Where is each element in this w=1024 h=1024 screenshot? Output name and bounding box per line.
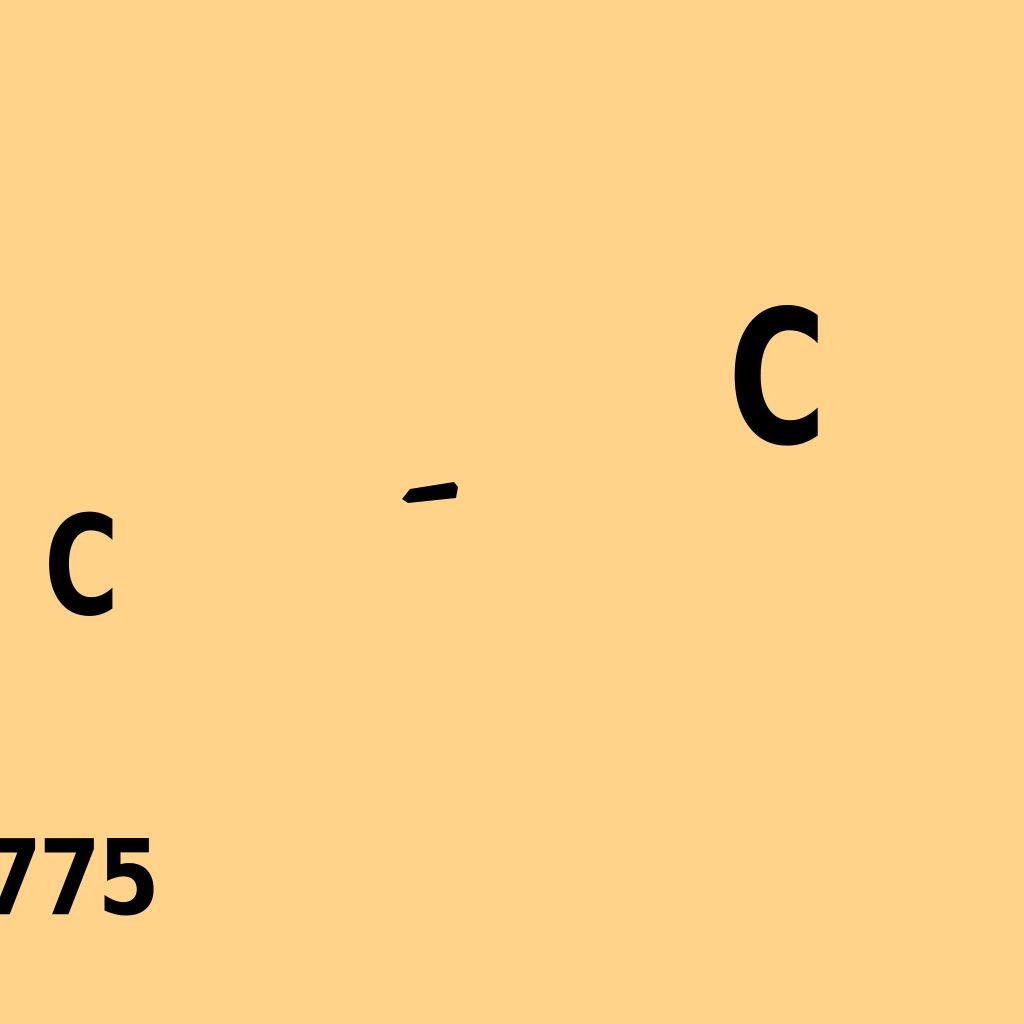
large-c-glyph: C [728,270,827,487]
small-c-glyph: C [44,486,119,647]
dash-glyph [402,482,458,503]
number-glyphs: 775 [0,817,160,939]
